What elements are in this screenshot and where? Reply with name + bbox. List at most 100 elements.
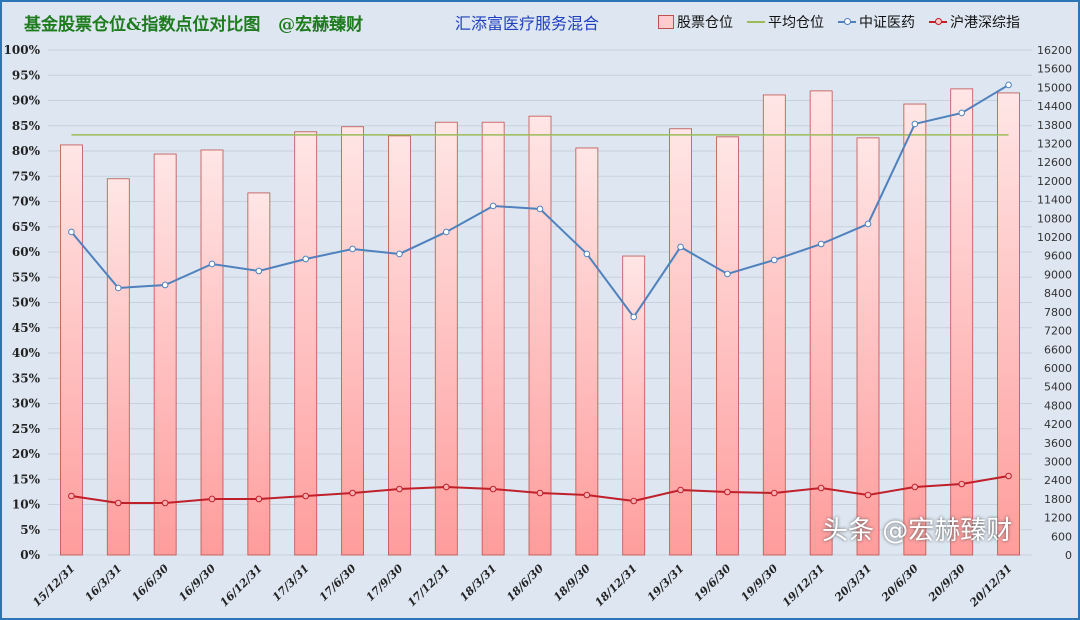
y-left-tick-label: 20% — [12, 447, 41, 461]
bar — [856, 137, 880, 556]
y-right-tick-label: 6000 — [1044, 362, 1072, 375]
y-left-tick-label: 30% — [12, 397, 41, 411]
y-right-tick-label: 12600 — [1037, 156, 1072, 169]
y-right-tick-label: 11400 — [1037, 194, 1072, 207]
y-right-tick-label: 15600 — [1037, 63, 1072, 76]
data-point — [677, 486, 684, 494]
data-point — [208, 260, 216, 268]
bar — [809, 90, 833, 556]
bar — [106, 178, 130, 556]
y-right-tick-label: 7200 — [1044, 325, 1072, 338]
y-left-tick-label: 100% — [4, 43, 41, 57]
x-tick-label: 18/6/30 — [504, 562, 546, 604]
y-right-tick-label: 10200 — [1037, 231, 1072, 244]
y-right-tick-label: 15000 — [1037, 81, 1072, 94]
data-point — [442, 483, 450, 491]
data-point — [396, 485, 403, 493]
x-tick-label: 19/6/30 — [692, 562, 734, 604]
data-point — [583, 250, 591, 258]
x-tick-label: 20/6/30 — [878, 562, 921, 605]
data-point — [349, 489, 356, 497]
x-tick-label: 19/3/31 — [645, 562, 687, 604]
y-left-tick-label: 70% — [12, 195, 41, 209]
data-point — [864, 220, 872, 228]
y-right-tick-label: 3000 — [1044, 455, 1072, 468]
y-right-tick-label: 0 — [1065, 549, 1072, 562]
y-right-tick-label: 7800 — [1044, 306, 1072, 319]
x-tick-label: 16/9/30 — [176, 562, 218, 604]
legend: 股票仓位 平均仓位 中证医药 沪港深综指 — [658, 12, 1020, 32]
chart-subtitle: 汇添富医疗服务混合 — [455, 14, 600, 33]
data-point — [770, 256, 778, 264]
y-left-tick-label: 10% — [12, 498, 41, 512]
bar — [60, 144, 83, 556]
y-left-tick-label: 95% — [12, 68, 41, 82]
x-tick-label: 19/12/31 — [780, 562, 827, 609]
y-left-tick-label: 50% — [12, 296, 41, 310]
data-point — [630, 497, 638, 505]
y-left-tick-label: 80% — [12, 144, 41, 158]
data-point — [489, 485, 497, 493]
bar — [481, 121, 505, 556]
x-tick-label: 20/12/31 — [967, 562, 1015, 610]
x-tick-label: 16/6/30 — [129, 562, 171, 604]
bar — [341, 126, 364, 556]
data-point — [161, 281, 169, 289]
bar — [997, 92, 1020, 556]
data-point — [911, 120, 919, 128]
bar — [247, 192, 271, 556]
legend-item-blue: 中证医药 — [838, 12, 915, 32]
y-right-tick-label: 6600 — [1044, 343, 1072, 356]
data-point — [630, 313, 638, 321]
watermark: 头条 @宏赫臻财 — [822, 516, 1013, 546]
legend-label: 中证医药 — [859, 15, 915, 31]
bar — [762, 94, 786, 556]
data-point — [114, 284, 122, 292]
y-left-tick-label: 5% — [20, 523, 40, 537]
data-point — [302, 492, 310, 500]
y-right-tick-label: 4800 — [1044, 399, 1072, 412]
data-point — [1005, 81, 1012, 89]
data-point — [68, 492, 75, 500]
data-point — [817, 240, 825, 248]
bar — [294, 131, 318, 556]
y-left-tick-label: 90% — [12, 94, 41, 108]
x-tick-label: 17/12/31 — [405, 562, 452, 609]
data-point — [770, 489, 778, 497]
data-point — [161, 499, 169, 507]
bar — [200, 149, 224, 556]
y-right-tick-label: 1200 — [1044, 512, 1072, 525]
y-right-tick-label: 1800 — [1044, 493, 1072, 506]
y-right-tick-label: 5400 — [1044, 381, 1072, 394]
y-right-tick-label: 10800 — [1037, 212, 1072, 225]
bar — [669, 128, 692, 556]
y-right-tick-label: 3600 — [1044, 437, 1072, 450]
data-point — [911, 483, 919, 491]
data-point — [958, 480, 966, 488]
bar — [434, 121, 458, 556]
data-point — [724, 270, 731, 278]
data-point — [817, 484, 825, 492]
data-point — [1005, 472, 1012, 480]
x-tick-label: 20/9/30 — [925, 562, 968, 605]
y-left-tick-label: 40% — [12, 346, 41, 360]
x-tick-label: 17/3/31 — [270, 562, 312, 604]
data-point — [208, 495, 216, 503]
y-left-tick-label: 15% — [12, 472, 41, 486]
x-tick-label: 17/9/30 — [364, 562, 406, 604]
data-point — [864, 491, 872, 499]
bar — [622, 255, 646, 556]
data-point — [255, 267, 263, 275]
x-tick-label: 18/3/31 — [457, 562, 499, 604]
data-point — [255, 495, 263, 503]
data-point — [536, 489, 544, 497]
bar — [903, 103, 927, 556]
x-tick-label: 18/9/30 — [551, 562, 593, 604]
data-point — [724, 488, 731, 496]
x-tick-label: 16/12/31 — [218, 562, 265, 609]
data-point — [442, 228, 450, 236]
data-point — [583, 491, 591, 499]
y-right-tick-label: 12000 — [1037, 175, 1072, 188]
y-left-tick-label: 0% — [20, 548, 40, 562]
